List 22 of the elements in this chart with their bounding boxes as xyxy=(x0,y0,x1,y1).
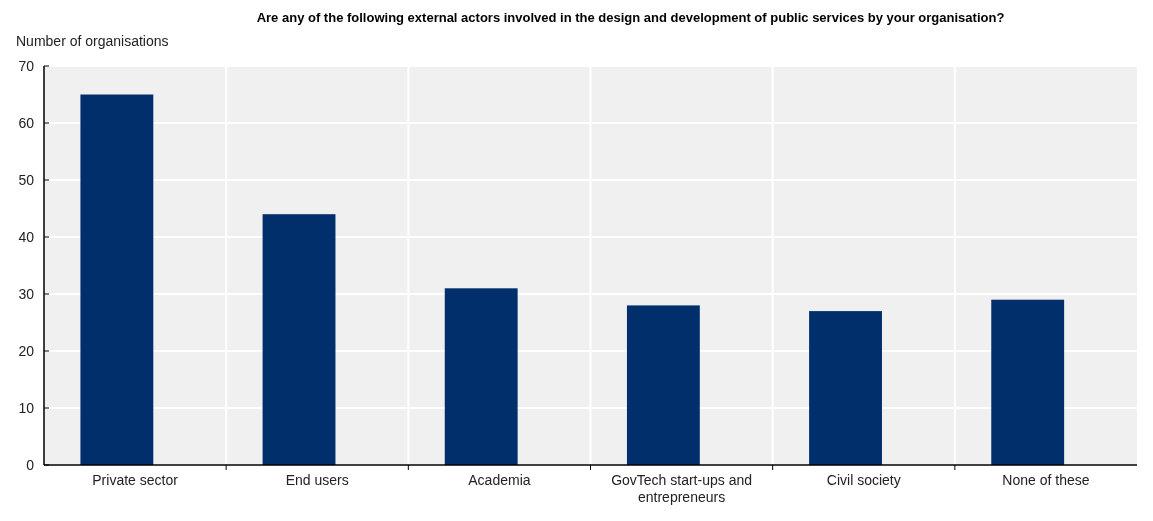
y-tick-label: 50 xyxy=(18,171,35,188)
x-tick-label: GovTech start-ups and entrepreneurs xyxy=(611,472,753,505)
x-tick-label: Private sector xyxy=(92,472,179,488)
y-tick-label: 30 xyxy=(18,285,35,302)
bar xyxy=(626,305,700,465)
y-tick-label: 20 xyxy=(18,342,35,359)
chart-title: Are any of the following external actors involved in the design and development of public services by your organisation? xyxy=(256,10,1005,25)
bar xyxy=(809,311,882,465)
x-tick-label: End users xyxy=(285,472,349,488)
y-tick-label: 60 xyxy=(18,114,35,131)
y-tick-label: 10 xyxy=(18,399,35,416)
bar xyxy=(80,94,154,465)
y-tick-label: 40 xyxy=(18,228,35,245)
x-tick-label: Academia xyxy=(468,472,531,488)
x-tick-label: Civil society xyxy=(826,472,901,488)
y-axis-title: Number of organisations xyxy=(16,33,169,49)
y-tick-label: 0 xyxy=(26,456,35,473)
bar xyxy=(991,299,1065,465)
x-tick-label: None of these xyxy=(1002,472,1090,488)
y-tick-label: 70 xyxy=(18,57,35,74)
bar xyxy=(444,288,518,465)
bar xyxy=(262,214,336,465)
